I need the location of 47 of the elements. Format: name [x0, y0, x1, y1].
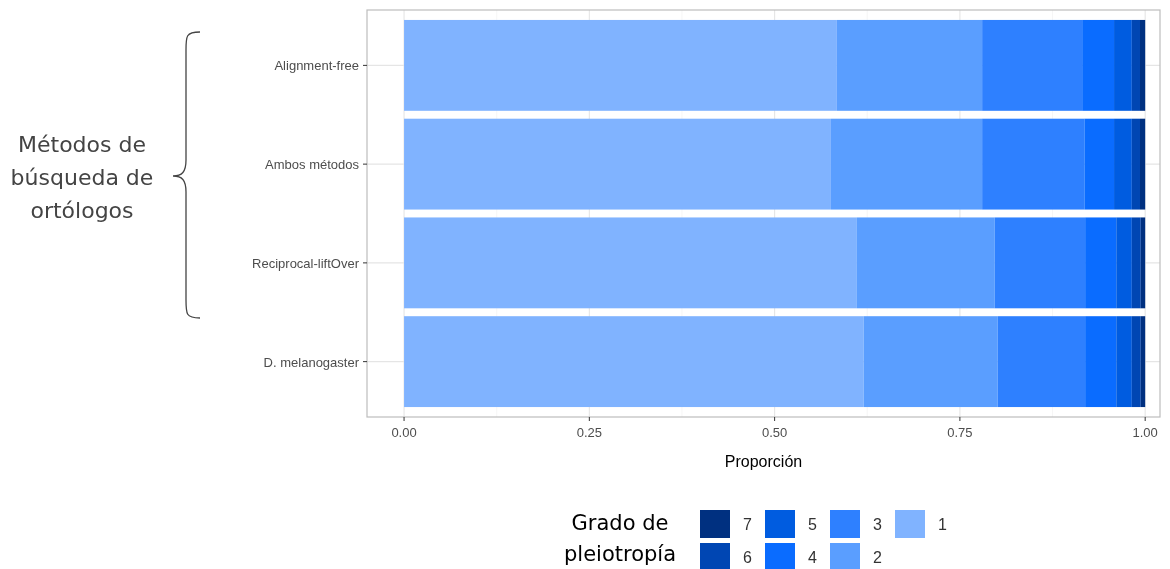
bar [404, 118, 831, 210]
y-tick-label: D. melanogaster [263, 354, 360, 370]
bar [982, 19, 1083, 111]
y-axis-title: Métodos de búsqueda de ortólogos [10, 132, 154, 223]
bar [1116, 316, 1132, 408]
legend-label: 7 [743, 516, 752, 533]
x-tick-label: 0.75 [947, 425, 973, 440]
x-tick-label: 1.00 [1132, 425, 1158, 440]
y-tick-label: Alignment-free [274, 58, 359, 74]
legend-label: 5 [808, 516, 817, 533]
y-tick-label: Ambos métodos [265, 157, 360, 173]
bar [1131, 19, 1140, 111]
x-axis-title: Proporción [724, 453, 803, 470]
x-tick-label: 0.50 [761, 425, 788, 440]
bar [997, 316, 1086, 408]
legend-label: 1 [938, 516, 947, 533]
bar [1139, 118, 1146, 210]
bar [404, 19, 837, 111]
bar [863, 316, 998, 408]
bar [1140, 217, 1146, 309]
bar [404, 217, 857, 309]
bar [830, 118, 983, 210]
y-tick-label: Reciprocal-liftOver [252, 255, 360, 271]
bar [404, 316, 864, 408]
bar [1139, 19, 1146, 111]
bar [1131, 217, 1141, 309]
bar [1131, 316, 1141, 408]
bar [1114, 118, 1132, 210]
legend-title: Grado de pleiotropía [563, 511, 677, 566]
bar [1085, 316, 1117, 408]
legend-label: 4 [808, 549, 817, 566]
bar [1084, 118, 1115, 210]
bar [856, 217, 995, 309]
legend-label: 3 [873, 516, 882, 533]
legend-label: 6 [743, 549, 752, 566]
bar [1131, 118, 1140, 210]
bar [1085, 217, 1117, 309]
bar [1116, 217, 1132, 309]
bar [836, 19, 983, 111]
x-tick-label: 0.25 [576, 425, 602, 440]
bar [1082, 19, 1115, 111]
x-tick-label: 0.00 [391, 425, 417, 440]
bar [1114, 19, 1132, 111]
bar [982, 118, 1085, 210]
bar [1140, 316, 1146, 408]
legend-label: 2 [873, 549, 882, 566]
bar [994, 217, 1086, 309]
